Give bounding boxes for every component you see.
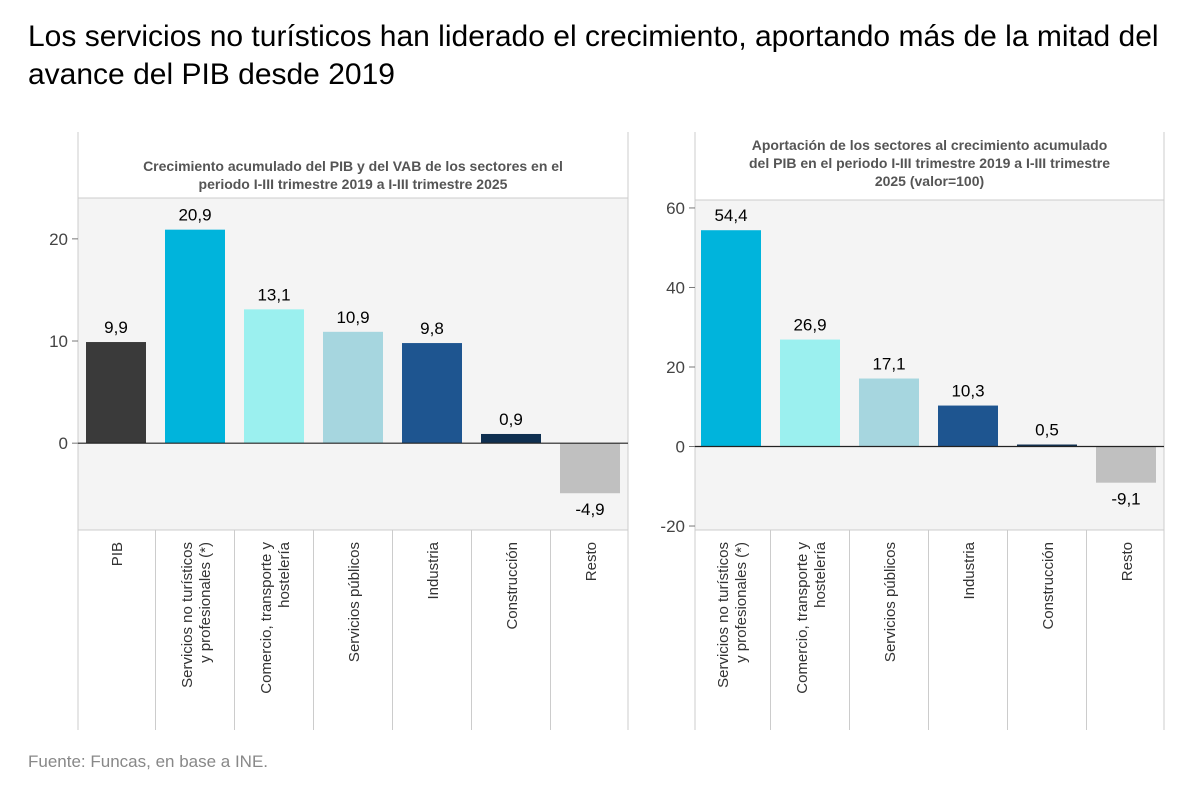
page-title: Los servicios no turísticos han liderado… [28, 20, 1159, 91]
bar [780, 339, 840, 447]
bar [481, 433, 541, 444]
data-label: 0,5 [1035, 421, 1059, 440]
chart-1: Crecimiento acumulado del PIB y del VAB … [49, 132, 629, 730]
category-label: Resto [583, 542, 600, 581]
y-tick-label: 60 [666, 199, 685, 218]
bar [86, 342, 146, 444]
bar [859, 378, 919, 447]
chart-2: Aportación de los sectores al crecimient… [660, 132, 1165, 730]
bar [1096, 446, 1156, 483]
data-label: 9,9 [104, 318, 128, 337]
data-label: 54,4 [714, 206, 747, 225]
bar [560, 443, 620, 494]
category-label: PIB [109, 542, 126, 566]
bar [938, 405, 998, 447]
y-tick-label: -20 [660, 517, 685, 536]
category-label: Servicios no turísticosy profesionales (… [179, 542, 214, 688]
data-label: 10,3 [951, 382, 984, 401]
category-label: Industria [961, 541, 978, 599]
y-tick-label: 40 [666, 278, 685, 297]
data-label: 17,1 [872, 355, 905, 374]
data-label: 13,1 [257, 285, 290, 304]
category-label: Construcción [504, 542, 521, 630]
plot-area [695, 200, 1164, 530]
category-label: Servicios no turísticosy profesionales (… [715, 542, 750, 688]
y-tick-label: 10 [49, 332, 68, 351]
data-label: -4,9 [575, 500, 604, 519]
data-label: 9,8 [420, 319, 444, 338]
data-label: 26,9 [793, 316, 826, 335]
bar [701, 230, 761, 447]
bar [1017, 444, 1077, 447]
category-label: Industria [425, 541, 442, 599]
data-label: 20,9 [178, 206, 211, 225]
bar [244, 309, 304, 444]
bar [323, 331, 383, 444]
category-label: Servicios públicos [882, 542, 899, 662]
bar [165, 229, 225, 444]
data-label: 10,9 [336, 308, 369, 327]
bar [402, 343, 462, 444]
y-tick-label: 20 [666, 358, 685, 377]
category-label: Servicios públicos [346, 542, 363, 662]
y-tick-label: 0 [676, 438, 685, 457]
chart-title: Crecimiento acumulado del PIB y del VAB … [143, 158, 563, 192]
data-label: -9,1 [1111, 490, 1140, 509]
category-label: Comercio, transporte yhostelería [258, 541, 293, 693]
category-label: Comercio, transporte yhostelería [794, 541, 829, 693]
category-label: Construcción [1040, 542, 1057, 630]
chart-title: Aportación de los sectores al crecimient… [749, 137, 1110, 189]
source-note: Fuente: Funcas, en base a INE. [28, 752, 269, 771]
y-tick-label: 20 [49, 230, 68, 249]
y-tick-label: 0 [59, 434, 68, 453]
category-label: Resto [1119, 542, 1136, 581]
data-label: 0,9 [499, 410, 523, 429]
